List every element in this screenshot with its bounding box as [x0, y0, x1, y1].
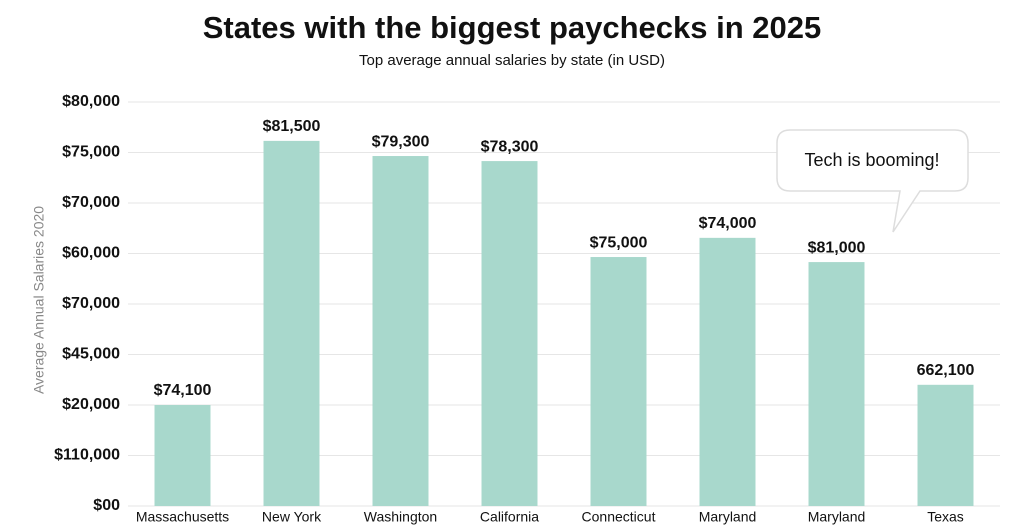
bar-label: $79,300: [372, 133, 430, 150]
bar: [154, 405, 211, 506]
x-tick-label: Maryland: [808, 509, 866, 525]
y-tick-label: $75,000: [62, 144, 120, 161]
y-tick-label: $70,000: [62, 295, 120, 312]
bar-label: $81,000: [808, 239, 866, 256]
bar-label: 662,100: [917, 362, 975, 379]
bar: [263, 140, 320, 506]
chart-subtitle: Top average annual salaries by state (in…: [359, 52, 665, 69]
x-tick-label: New York: [262, 509, 322, 525]
bar-label: $74,100: [154, 382, 212, 399]
y-axis-title: Average Annual Salaries 2020: [31, 206, 47, 394]
x-tick-label: Massachusetts: [136, 509, 229, 525]
callout-text: Tech is booming!: [804, 150, 939, 170]
bar: [372, 156, 429, 506]
x-tick-label: California: [480, 509, 539, 525]
y-tick-label: $70,000: [62, 194, 120, 211]
y-tick-label: $110,000: [54, 447, 120, 464]
bar-label: $74,000: [699, 215, 757, 232]
bar-label: $78,300: [481, 138, 539, 155]
x-tick-label: Maryland: [699, 509, 757, 525]
chart-title: States with the biggest paychecks in 202…: [203, 10, 822, 45]
bar-label: $75,000: [590, 234, 648, 251]
callout: Tech is booming!: [776, 129, 969, 233]
bar: [481, 161, 538, 506]
callout-bubble: [776, 129, 969, 233]
bar: [808, 262, 865, 506]
bar-label: $81,500: [263, 118, 321, 135]
bar: [917, 384, 974, 506]
y-tick-label: $60,000: [62, 245, 120, 262]
y-tick-label: $00: [93, 497, 120, 514]
y-tick-label: $80,000: [62, 93, 120, 110]
y-tick-label: $20,000: [62, 396, 120, 413]
x-tick-label: Connecticut: [582, 509, 656, 525]
bar: [699, 237, 756, 506]
y-tick-label: $45,000: [62, 346, 120, 363]
bar: [590, 257, 647, 506]
x-tick-label: Texas: [927, 509, 964, 525]
x-tick-label: Washington: [364, 509, 437, 525]
